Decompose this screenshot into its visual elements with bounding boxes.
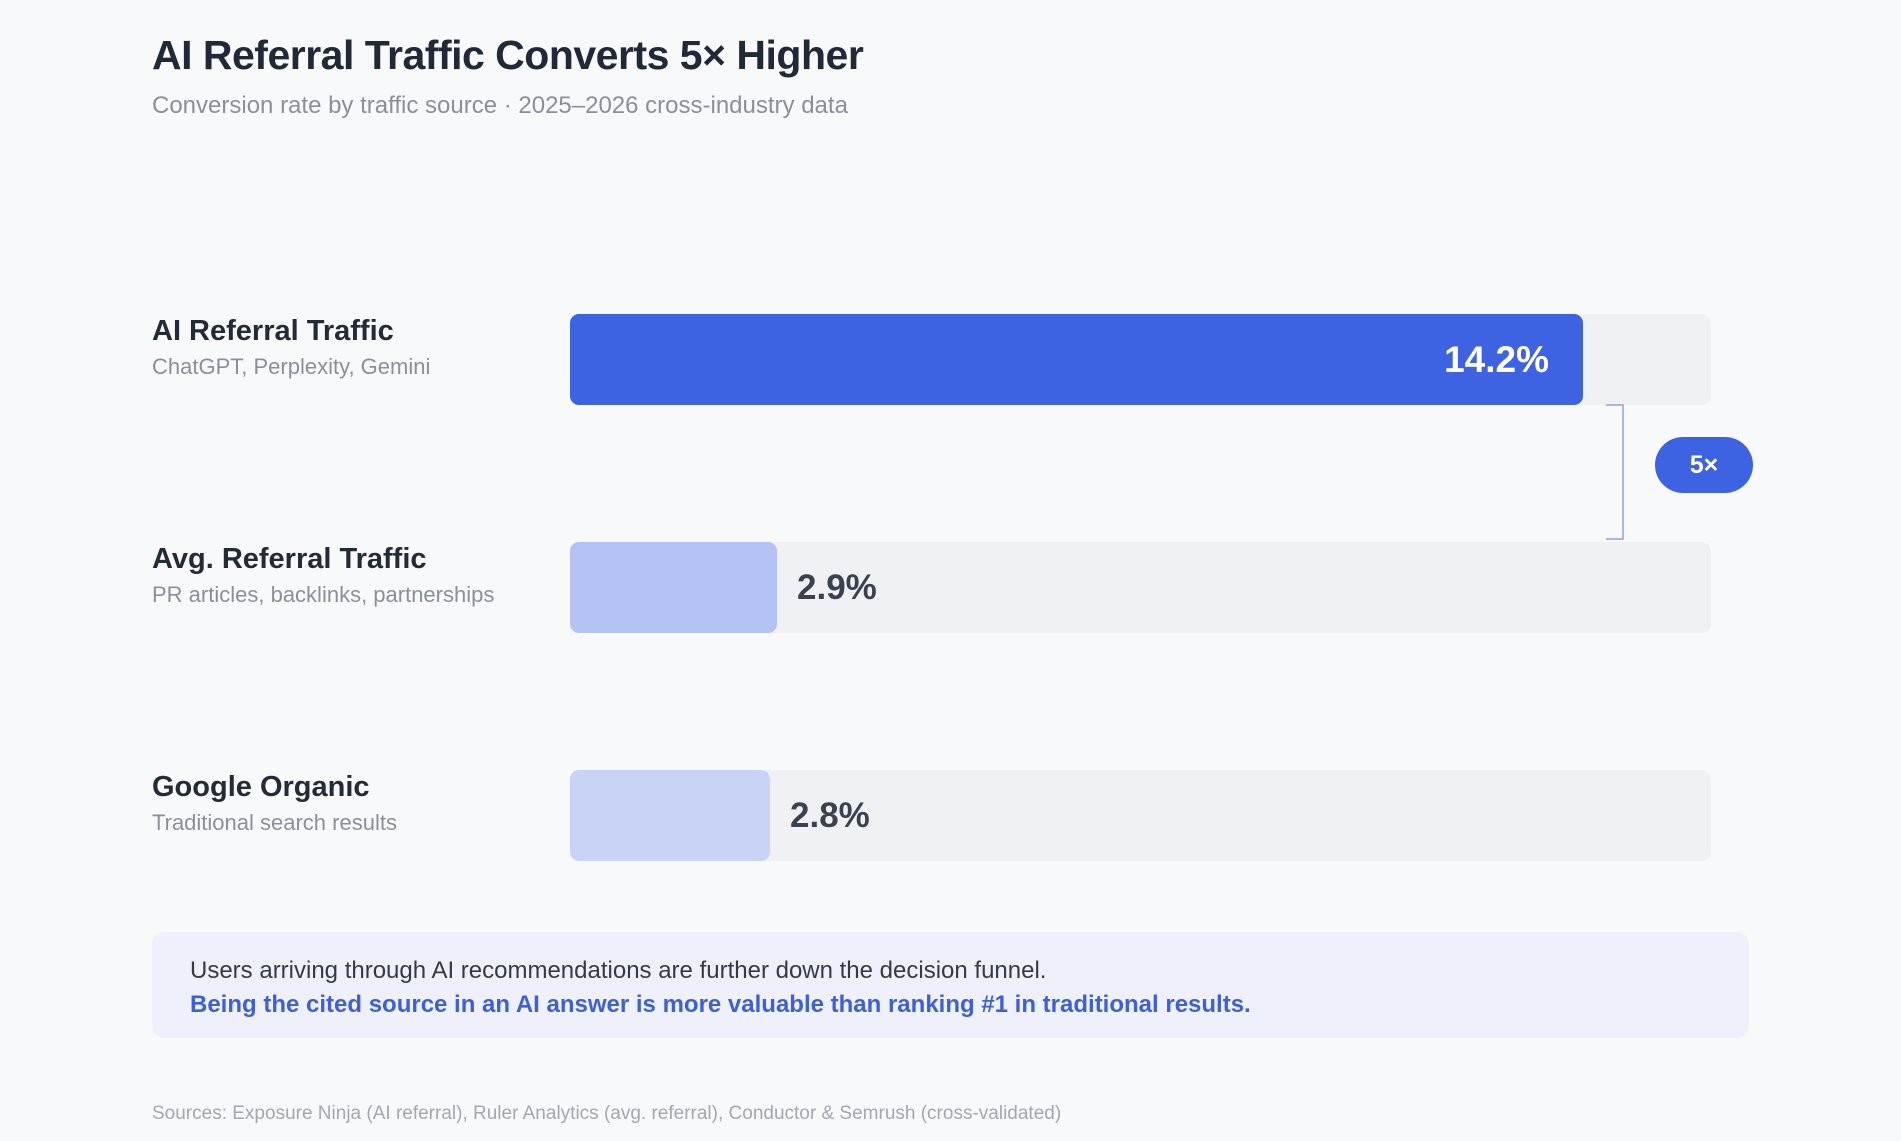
chart-title: AI Referral Traffic Converts 5× Higher xyxy=(152,32,864,78)
data-label: 2.8% xyxy=(790,796,870,835)
category-name: Avg. Referral Traffic xyxy=(152,543,427,575)
callout-highlight: Being the cited source in an AI answer i… xyxy=(190,991,1251,1018)
category-description: PR articles, backlinks, partnerships xyxy=(152,582,495,607)
chart-subtitle: Conversion rate by traffic source · 2025… xyxy=(152,92,848,119)
category-label: Google Organic Traditional search results xyxy=(152,770,397,836)
bar-track: 2.8% xyxy=(570,770,1711,861)
bar xyxy=(570,770,770,861)
category-name: AI Referral Traffic xyxy=(152,315,394,347)
data-label: 2.9% xyxy=(797,568,877,607)
callout-text: Users arriving through AI recommendation… xyxy=(190,957,1047,984)
bar: 14.2% xyxy=(570,314,1583,405)
category-label: AI Referral Traffic ChatGPT, Perplexity, … xyxy=(152,314,430,380)
category-name: Google Organic xyxy=(152,771,370,803)
bar-track: 14.2% xyxy=(570,314,1711,405)
data-label: 14.2% xyxy=(1444,339,1549,380)
sources-note: Sources: Exposure Ninja (AI referral), R… xyxy=(152,1103,1062,1124)
insight-callout: Users arriving through AI recommendation… xyxy=(152,932,1749,1038)
bar xyxy=(570,542,777,633)
category-label: Avg. Referral Traffic PR articles, backli… xyxy=(152,542,494,608)
comparison-bracket xyxy=(1606,404,1624,540)
category-description: ChatGPT, Perplexity, Gemini xyxy=(152,354,431,379)
bar-track: 2.9% xyxy=(570,542,1711,633)
multiplier-badge: 5× xyxy=(1655,437,1753,493)
category-description: Traditional search results xyxy=(152,810,397,835)
